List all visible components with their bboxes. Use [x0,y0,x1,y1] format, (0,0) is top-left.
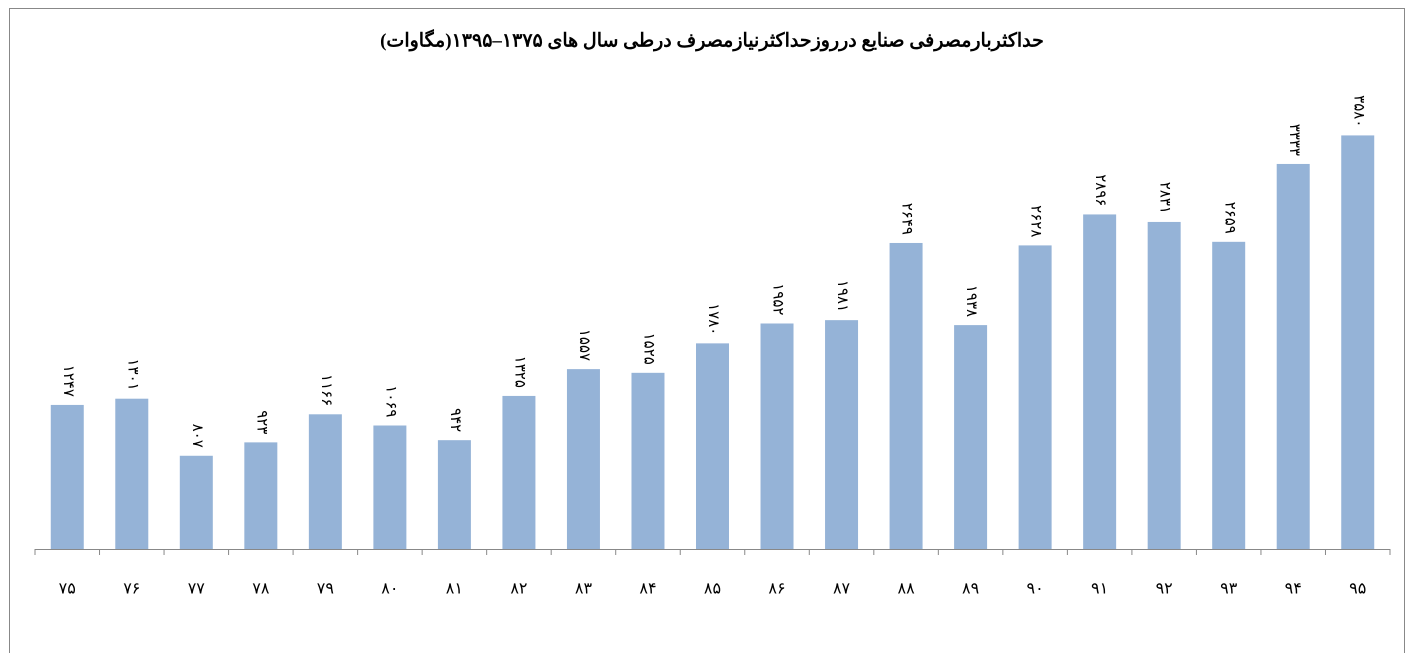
x-tick-label: ۷۶ [123,581,140,598]
bar [631,372,665,549]
x-tick-label: ۹۵ [1349,581,1366,598]
bar [502,395,536,549]
bar [179,455,213,549]
value-label: ۳۵۸۰ [1350,95,1366,127]
x-tick-label: ۹۰ [1027,581,1044,598]
value-label: ۱۳۲۵ [511,356,527,388]
x-tick-label: ۹۳ [1220,581,1238,598]
value-label: ۱۵۵۷ [576,329,592,361]
value-label: ۸۰۷ [189,424,205,448]
value-label: ۱۹۳۸ [963,285,979,317]
x-tick-label: ۸۷ [833,581,851,598]
bar [1276,163,1310,549]
x-tick-label: ۸۹ [962,581,979,598]
value-label: ۱۹۸۱ [834,280,850,312]
bar [437,440,471,549]
value-label: ۱۹۵۲ [770,283,786,315]
bar [1147,221,1181,549]
value-label: ۱۰۶۹ [382,385,398,417]
value-label: ۲۶۵۹ [1221,202,1237,234]
x-tick-label: ۸۲ [510,581,527,598]
x-tick-label: ۸۸ [897,581,915,598]
x-tick-label: ۸۱ [446,581,463,598]
bar [373,425,407,549]
value-label: ۱۲۴۷ [60,365,76,397]
x-tick-label: ۸۰ [381,581,398,598]
bar [954,325,988,549]
chart-title: حداکثربارمصرفی صنایع درروزحداکثرنیازمصرف… [380,28,1044,51]
x-tick-label: ۸۵ [704,581,721,598]
x-tick-label: ۷۹ [317,581,334,598]
bar [760,323,794,549]
value-label: ۳۳۳۳ [1286,124,1302,156]
x-tick-label: ۸۳ [575,581,593,598]
bar [308,414,342,549]
bar [1018,245,1052,549]
value-label: ۹۴۲ [447,408,463,432]
value-label: ۲۸۹۶ [1092,174,1108,206]
x-tick-label: ۹۲ [1156,581,1173,598]
bar [115,398,149,549]
bar [244,442,278,549]
bar [825,320,859,549]
bar [566,369,600,549]
x-tick-label: ۹۴ [1285,581,1302,598]
value-label: ۹۲۳ [253,410,269,434]
x-tick-label: ۷۵ [59,581,76,598]
bar [889,242,923,549]
bar [1212,241,1246,549]
value-label: ۱۱۶۶ [318,374,334,406]
bar [1083,214,1117,549]
value-label: ۱۵۲۵ [641,333,657,365]
x-tick-label: ۹۱ [1091,581,1108,598]
x-tick-label: ۸۴ [639,581,656,598]
x-tick-label: ۷۸ [252,581,270,598]
value-label: ۲۸۳۱ [1157,182,1173,214]
x-tick-label: ۷۷ [188,581,206,598]
value-label: ۲۶۲۸ [1028,205,1044,237]
value-label: ۱۳۰۱ [124,358,140,390]
bar [50,404,84,549]
value-label: ۲۶۴۹ [899,203,915,235]
x-tick-label: ۸۶ [768,581,785,598]
bar [696,343,729,549]
value-label: ۱۷۸۰ [705,303,721,335]
bar [1341,135,1375,550]
